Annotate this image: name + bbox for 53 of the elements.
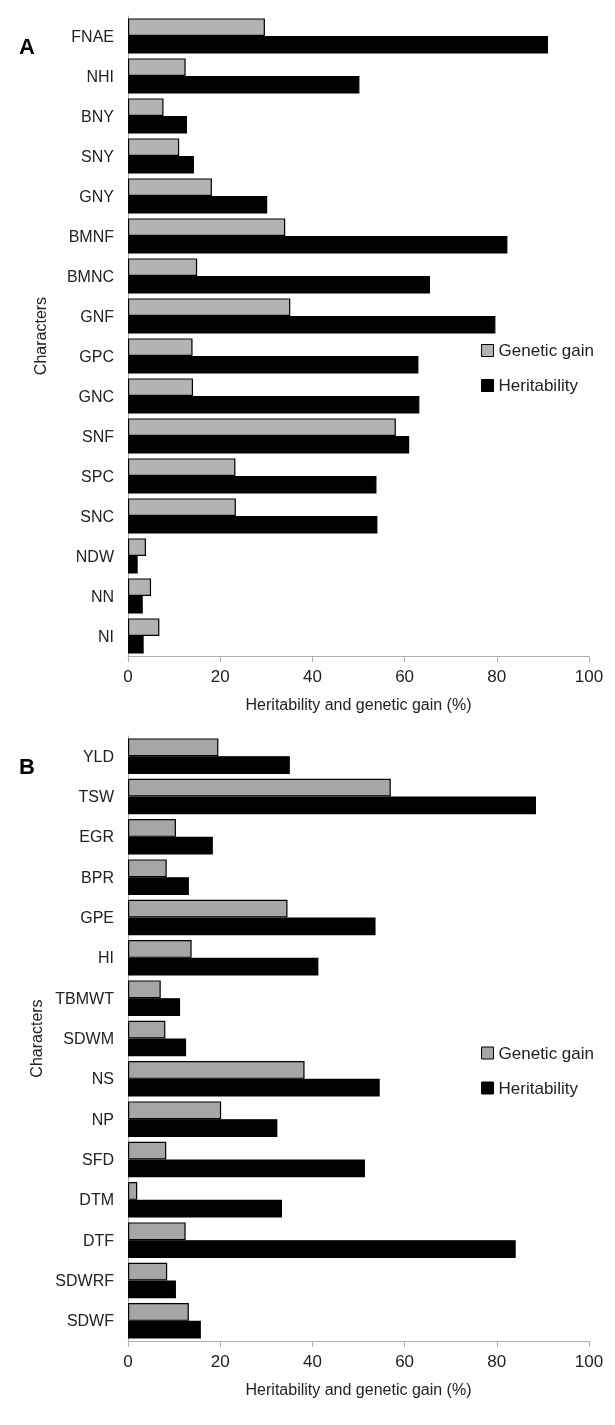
legend-label: Heritability bbox=[498, 376, 579, 395]
x-tick-label: 100 bbox=[574, 1352, 604, 1371]
y-tick-label: HI bbox=[98, 949, 114, 967]
y-tick-label: TBMWT bbox=[55, 989, 115, 1007]
y-tick-label: DTF bbox=[82, 1231, 115, 1249]
y-tick-label: NS bbox=[91, 1070, 114, 1088]
y-axis-title: Characters bbox=[27, 999, 45, 1078]
y-tick-label: SNF bbox=[82, 427, 115, 445]
y-tick-label: BMNC bbox=[66, 267, 114, 285]
y-tick-label: SDWM bbox=[63, 1030, 114, 1047]
y-tick-label: BMNF bbox=[68, 227, 115, 245]
x-tick-label: 80 bbox=[487, 667, 507, 686]
y-tick-label: NP bbox=[91, 1110, 114, 1128]
y-tick-label: DTM bbox=[79, 1191, 114, 1209]
y-tick-label: SNY bbox=[81, 147, 115, 165]
x-tick-label: 0 bbox=[123, 667, 133, 686]
y-tick-label: SDWF bbox=[66, 1312, 115, 1330]
legend-label: Genetic gain bbox=[498, 1043, 594, 1063]
x-tick-label: 40 bbox=[302, 667, 322, 686]
y-tick-label: SDWRF bbox=[55, 1272, 115, 1289]
y-tick-label: NN bbox=[90, 587, 114, 605]
legend-label: Genetic gain bbox=[498, 341, 594, 360]
y-tick-label: NI bbox=[98, 627, 114, 645]
y-tick-label: GPC bbox=[79, 347, 114, 365]
y-tick-label: SFD bbox=[82, 1151, 114, 1168]
y-axis-title: Characters bbox=[31, 296, 49, 376]
x-tick-label: 20 bbox=[210, 667, 230, 686]
text: A bbox=[19, 33, 35, 59]
y-tick-label: FNAE bbox=[71, 27, 114, 45]
text: B bbox=[19, 753, 35, 779]
y-tick-label: BNY bbox=[81, 107, 115, 125]
y-tick-label: GNY bbox=[79, 187, 115, 205]
x-tick-label: 60 bbox=[395, 667, 415, 686]
x-axis-title: Heritability and genetic gain (%) bbox=[245, 695, 472, 713]
x-tick-label: 20 bbox=[210, 1352, 230, 1371]
y-tick-label: NHI bbox=[86, 67, 114, 85]
y-tick-label: SNC bbox=[80, 507, 114, 525]
y-tick-label: NDW bbox=[75, 547, 115, 565]
x-tick-label: 40 bbox=[302, 1352, 322, 1371]
x-tick-label: 80 bbox=[487, 1352, 507, 1371]
x-tick-label: 60 bbox=[395, 1352, 415, 1371]
x-axis-title: Heritability and genetic gain (%) bbox=[245, 1380, 472, 1398]
y-tick-label: SPC bbox=[81, 467, 114, 485]
y-tick-label: BPR bbox=[81, 868, 114, 886]
y-tick-label: GPE bbox=[80, 909, 114, 926]
y-tick-label: GNF bbox=[80, 307, 115, 325]
x-tick-label: 100 bbox=[574, 667, 604, 686]
y-tick-label: GNC bbox=[78, 387, 114, 405]
y-tick-label: EGR bbox=[79, 828, 114, 846]
x-tick-label: 0 bbox=[123, 1352, 133, 1371]
y-tick-label: TSW bbox=[78, 788, 115, 805]
legend-label: Heritability bbox=[498, 1078, 579, 1098]
y-tick-label: YLD bbox=[82, 747, 114, 765]
